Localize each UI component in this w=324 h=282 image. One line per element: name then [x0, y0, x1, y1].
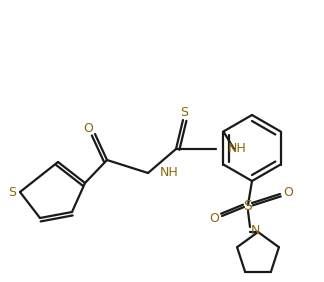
Text: O: O: [209, 212, 219, 224]
Text: S: S: [180, 105, 188, 118]
Text: S: S: [8, 186, 16, 199]
Text: NH: NH: [160, 166, 179, 180]
Text: N: N: [250, 224, 260, 237]
Text: O: O: [283, 186, 293, 199]
Text: NH: NH: [228, 142, 247, 155]
Text: O: O: [83, 122, 93, 135]
Text: S: S: [244, 199, 252, 213]
